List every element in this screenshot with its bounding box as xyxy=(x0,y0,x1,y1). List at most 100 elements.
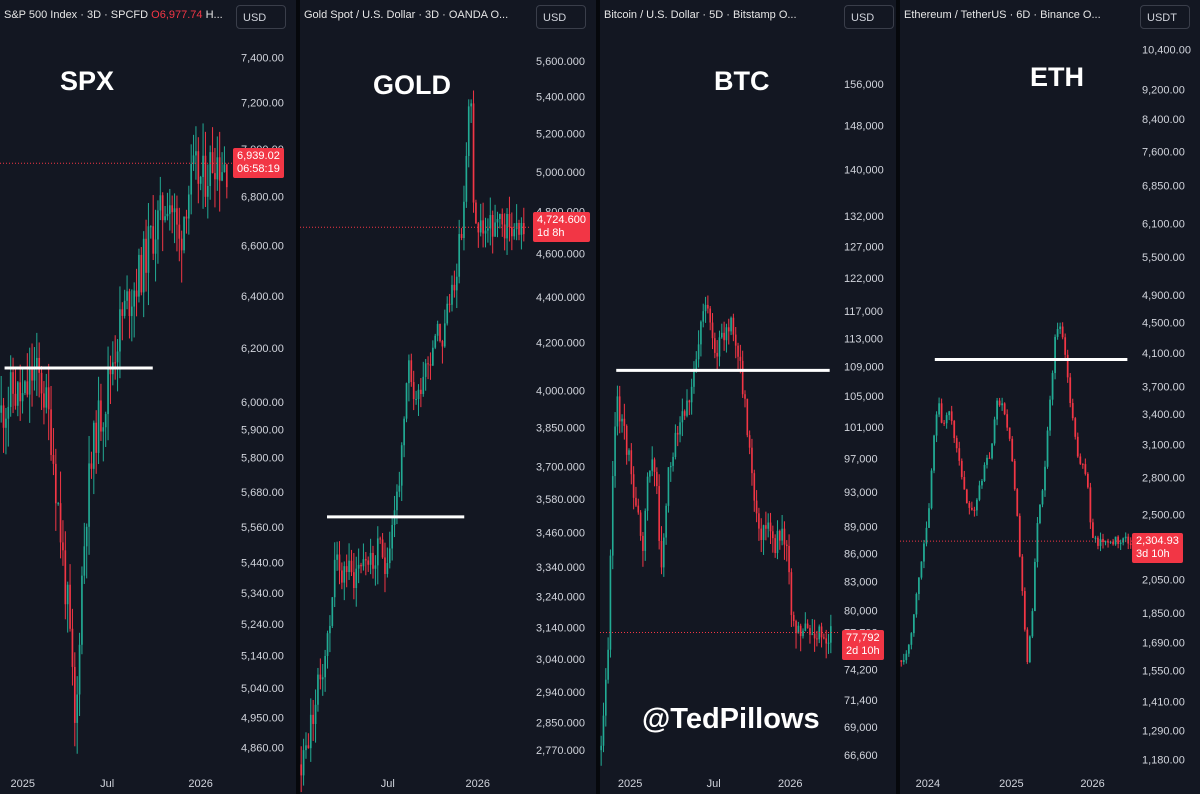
candle-body xyxy=(725,327,728,341)
candle-body xyxy=(9,372,12,407)
candle-body xyxy=(408,360,410,384)
candle-body xyxy=(221,172,223,181)
candle-body xyxy=(1044,466,1046,491)
gold-chart-panel[interactable]: 5,600.0005,400.0005,200.0005,000.0004,80… xyxy=(300,0,596,794)
candle-body xyxy=(176,208,178,225)
candle-body xyxy=(690,386,693,403)
y-tick-label: 4,400.000 xyxy=(536,292,585,304)
y-tick-label: 3,580.000 xyxy=(536,494,585,506)
eth-chart-panel[interactable]: 10,400.00 9,200.00 8,400.00 7,600.00 6,850.0… xyxy=(900,0,1200,794)
candle-body xyxy=(69,584,71,629)
candle-body xyxy=(1117,536,1120,544)
candle-body xyxy=(765,525,767,529)
candle-body xyxy=(1026,629,1029,663)
candle-body xyxy=(355,568,358,589)
eth-label: ETH xyxy=(1030,62,1084,92)
candle-body xyxy=(683,411,686,416)
candle-body xyxy=(912,614,915,634)
y-tick-label: 4,860.00 xyxy=(241,743,284,755)
candle-body xyxy=(446,303,449,324)
candle-body xyxy=(417,389,420,400)
candle-body xyxy=(602,715,605,746)
currency-button[interactable]: USD xyxy=(844,5,894,29)
candle-body xyxy=(938,403,940,415)
candle-body xyxy=(900,660,903,662)
candle-body xyxy=(508,213,511,228)
y-tick-label: 4,100.00 xyxy=(1142,348,1185,360)
candle-body xyxy=(78,644,81,695)
candle-body xyxy=(326,633,329,656)
candle-body xyxy=(755,500,758,514)
candle-body xyxy=(496,219,499,223)
candle-body xyxy=(1041,490,1044,505)
candle-body xyxy=(778,530,781,541)
candle-body xyxy=(24,381,26,394)
candle-body xyxy=(811,633,814,635)
candle-body xyxy=(1092,522,1094,538)
candle-body xyxy=(510,227,513,237)
candle-body xyxy=(211,152,214,174)
y-tick-label: 127,000 xyxy=(844,241,884,253)
y-tick-label: 122,000 xyxy=(844,273,884,285)
y-tick-label: 1,410.00 xyxy=(1142,696,1185,708)
candle-body xyxy=(783,528,786,545)
candle-body xyxy=(611,476,614,556)
candle-body xyxy=(35,357,38,369)
candle-body xyxy=(161,195,164,221)
candle-body xyxy=(672,456,674,466)
y-tick-label: 4,000.000 xyxy=(536,385,585,397)
candle-body xyxy=(711,322,714,339)
currency-button[interactable]: USD xyxy=(236,5,286,29)
currency-button[interactable]: USD xyxy=(536,5,586,29)
candle-body xyxy=(623,418,626,426)
candle-body xyxy=(988,457,991,459)
candle-body xyxy=(147,226,150,273)
panel-divider[interactable] xyxy=(296,0,300,794)
candle-body xyxy=(420,389,422,394)
candle-body xyxy=(47,387,50,410)
candle-body xyxy=(302,750,305,776)
y-tick-label: 7,200.00 xyxy=(241,98,284,110)
candle-body xyxy=(178,224,181,239)
candle-body xyxy=(983,464,986,481)
candle-body xyxy=(432,347,434,366)
candle-body xyxy=(1081,463,1084,465)
candle-body xyxy=(1074,418,1077,437)
y-tick-label: 6,200.00 xyxy=(241,343,284,355)
currency-button[interactable]: USDT xyxy=(1140,5,1190,29)
y-tick-label: 3,140.000 xyxy=(536,622,585,634)
y-tick-label: 5,560.00 xyxy=(241,522,284,534)
candle-body xyxy=(455,276,458,291)
y-tick-label: 2,800.00 xyxy=(1142,473,1185,485)
btc-chart-panel[interactable]: 156,000 148,000 140,000 132,000 127,000 122,0… xyxy=(600,0,896,794)
candle-body xyxy=(173,208,176,213)
candle-body xyxy=(1086,473,1089,488)
candle-body xyxy=(928,508,930,528)
candle-body xyxy=(976,499,978,511)
candle-body xyxy=(45,387,48,408)
x-tick-label: 2026 xyxy=(466,778,490,790)
spx-chart-panel[interactable]: 7,400.007,200.007,000.006,800.006,600.00… xyxy=(0,0,296,794)
panel-divider[interactable] xyxy=(896,0,900,794)
y-tick-label: 83,000 xyxy=(844,576,878,588)
candle-body xyxy=(1129,543,1132,545)
y-tick-label: 5,500.00 xyxy=(1142,252,1185,264)
candle-body xyxy=(674,432,677,457)
candle-body xyxy=(1036,523,1039,562)
y-tick-label: 6,850.00 xyxy=(1142,181,1185,193)
candle-body xyxy=(140,254,143,293)
candle-body xyxy=(458,234,461,277)
candle-body xyxy=(700,321,702,345)
candle-body xyxy=(1049,399,1051,431)
candle-body xyxy=(960,460,963,478)
btc-label: BTC xyxy=(714,66,770,96)
panel-divider[interactable] xyxy=(596,0,600,794)
candle-body xyxy=(730,317,732,332)
candle-body xyxy=(195,151,197,156)
candle-body xyxy=(799,625,802,637)
candle-body xyxy=(915,593,918,615)
spx-chart-svg: 7,400.007,200.007,000.006,800.006,600.00… xyxy=(0,53,284,790)
candle-body xyxy=(1064,337,1067,355)
candle-body xyxy=(218,157,221,181)
candle-body xyxy=(1034,561,1036,612)
